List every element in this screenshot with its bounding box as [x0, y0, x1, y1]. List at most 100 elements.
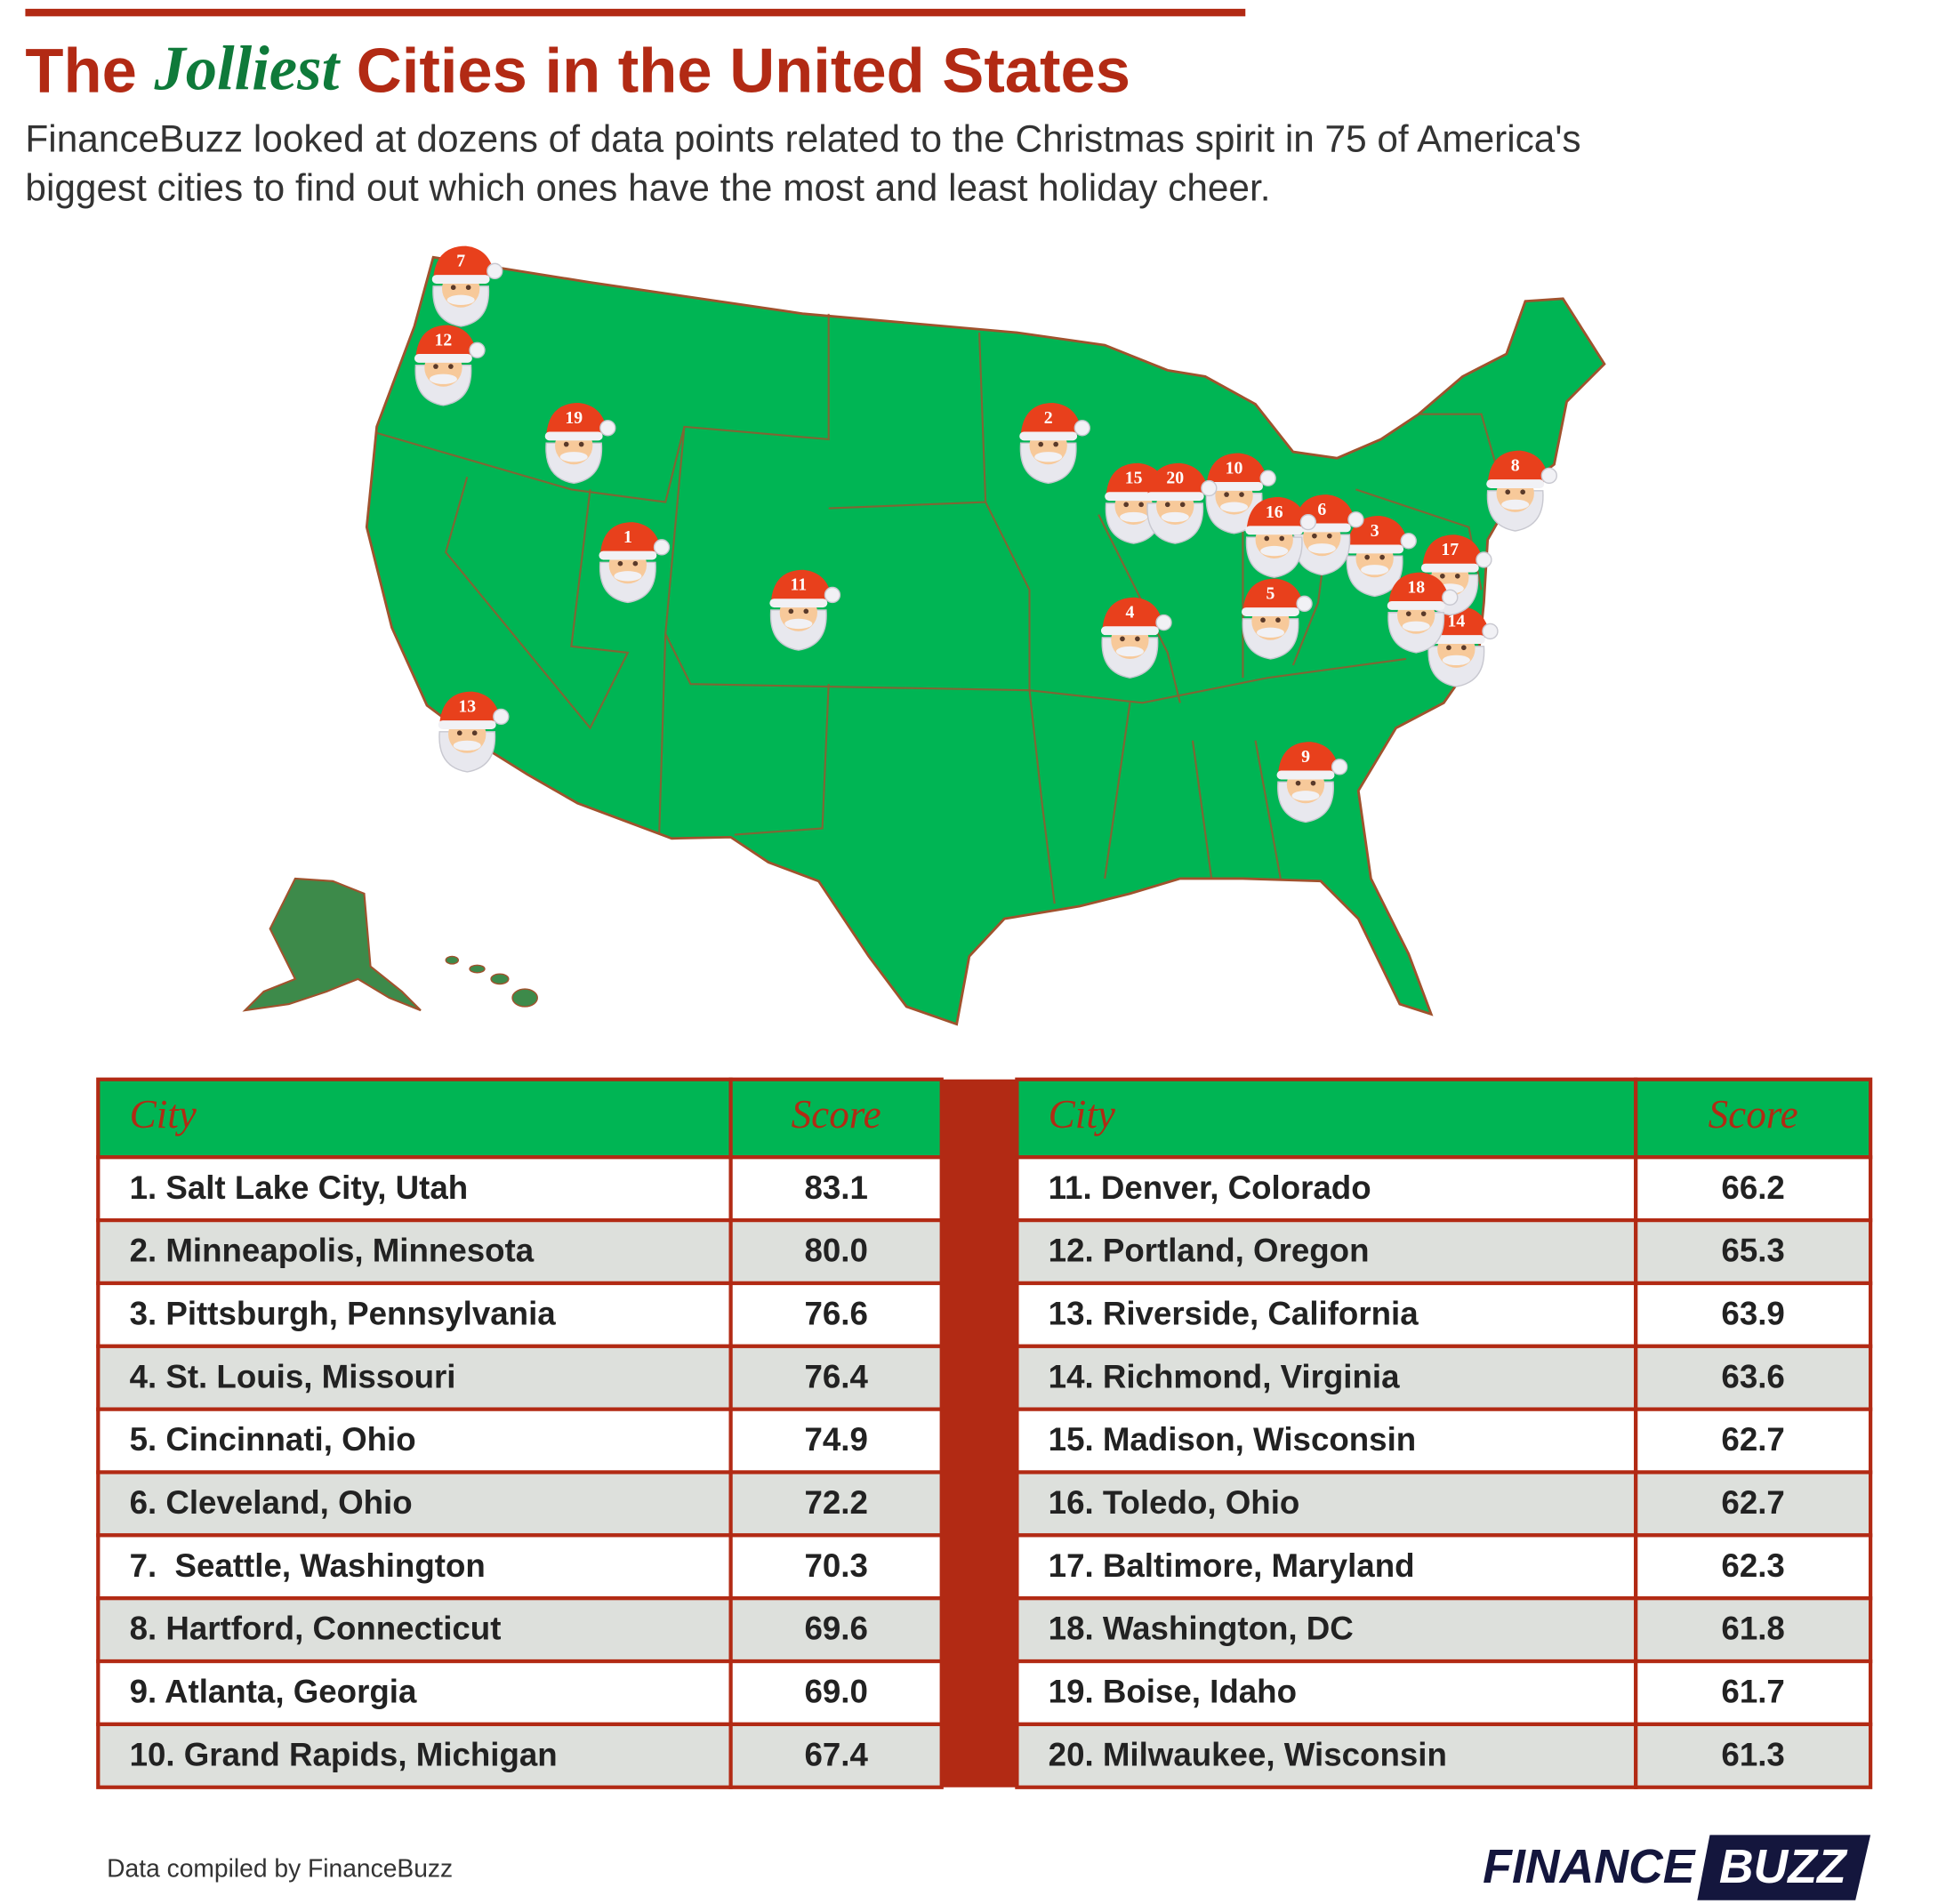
score: 80.0: [804, 1233, 867, 1269]
column-header: City: [130, 1092, 197, 1137]
santa-eye: [1364, 554, 1370, 560]
city-name: 2. Minneapolis, Minnesota: [130, 1233, 535, 1269]
santa-marker: 7: [431, 245, 503, 327]
city-name: 7. Seattle, Washington: [130, 1547, 486, 1584]
column-header: Score: [1709, 1092, 1798, 1137]
column-header: Score: [792, 1092, 881, 1137]
santa-pompom: [599, 420, 616, 437]
title-part: Cities in the United States: [339, 35, 1130, 105]
santa-mustache: [1120, 511, 1148, 523]
santa-pompom: [824, 586, 841, 604]
santa-mustache: [1402, 621, 1430, 631]
table-cell: [728, 1155, 944, 1223]
santa-marker: 9: [1276, 742, 1348, 823]
santa-mustache: [1307, 543, 1336, 554]
santa-marker: 11: [769, 569, 841, 651]
santa-marker: 13: [438, 691, 510, 773]
top-rule: [25, 8, 1246, 17]
santa-hat-brim: [1242, 607, 1299, 616]
santa-eye: [1123, 502, 1130, 508]
score: 70.3: [804, 1547, 867, 1584]
santa-pompom: [653, 539, 671, 556]
santa-mustache: [559, 452, 588, 462]
subtitle: biggest cities to find out which ones ha…: [25, 167, 1270, 209]
santa-eye: [1520, 489, 1525, 495]
santa-eye: [448, 364, 454, 369]
santa-eye: [803, 608, 809, 615]
score: 62.3: [1721, 1547, 1784, 1584]
santa-pompom: [1155, 614, 1172, 631]
header-cell: [96, 1077, 733, 1160]
santa-hat-brim: [1387, 601, 1445, 610]
score: 62.7: [1721, 1421, 1784, 1458]
santa-hat: [770, 569, 832, 603]
santa-eye: [1454, 573, 1460, 579]
santa-mustache: [1361, 565, 1389, 575]
santa-mustache: [1291, 791, 1320, 801]
score: 62.7: [1721, 1484, 1784, 1521]
table-cell: [1634, 1596, 1873, 1664]
santa-marker: 5: [1242, 578, 1313, 660]
marker-label: 18: [1407, 577, 1425, 597]
santa-mustache: [1161, 511, 1189, 523]
santa-hat: [1487, 450, 1548, 484]
santa-mustache: [1260, 545, 1289, 557]
santa-hat: [1242, 578, 1304, 612]
santa-marker: 4: [1100, 597, 1172, 679]
table-cell: [96, 1281, 733, 1348]
santa-hat: [415, 325, 477, 358]
santa-pompom: [1331, 759, 1348, 775]
santa-mustache: [784, 618, 813, 630]
logo-text: FINANCE: [1483, 1840, 1697, 1893]
table-cell: [1015, 1217, 1638, 1286]
santa-hat-brim: [1486, 479, 1545, 489]
santa-eye: [1275, 617, 1281, 623]
logo-box: [1697, 1835, 1871, 1900]
marker-label: 6: [1317, 500, 1326, 519]
santa-pompom: [1540, 467, 1557, 485]
santa-pompom: [469, 341, 486, 358]
marker-label: 3: [1371, 521, 1379, 541]
column-header: City: [1049, 1092, 1116, 1137]
score: 76.6: [804, 1295, 867, 1331]
santa-mustache: [453, 740, 481, 751]
santa-pompom: [1201, 479, 1218, 497]
score: 63.6: [1721, 1358, 1784, 1394]
santa-mustache: [1256, 627, 1285, 638]
table: City Score 1. Salt Lake City, Utah 83.1 2. M…: [96, 1077, 1873, 1789]
city-name: 4. St. Louis, Missouri: [130, 1358, 456, 1394]
marker-label: 14: [1447, 612, 1465, 631]
santa-mustache: [429, 374, 457, 384]
santa-eye: [1260, 617, 1266, 623]
city-name: 3. Pittsburgh, Pennsylvania: [130, 1295, 557, 1331]
table-cell: [96, 1533, 733, 1601]
hawaii: [445, 955, 538, 1008]
santa-hat-brim: [599, 550, 657, 560]
santa-eye: [1379, 554, 1385, 560]
city-name: 6. Cleveland, Ohio: [130, 1484, 413, 1521]
santa-marker: 8: [1486, 450, 1557, 532]
santa-eye: [456, 730, 462, 736]
santa-eye: [632, 560, 639, 566]
marker-label: 2: [1044, 408, 1053, 428]
santa-marker: 16: [1245, 496, 1317, 578]
us-mainland: [365, 255, 1606, 1026]
marker-label: 10: [1226, 458, 1243, 478]
santa-pompom: [1442, 589, 1459, 606]
santa-eye: [1120, 636, 1125, 642]
table-cell: [1634, 1344, 1873, 1411]
score: 61.3: [1721, 1736, 1784, 1772]
marker-label: 1: [623, 527, 632, 547]
source: Data compiled by FinanceBuzz: [107, 1853, 453, 1882]
santa-hat: [1147, 462, 1208, 496]
santa-eye: [1405, 611, 1411, 616]
santa-mustache: [1442, 655, 1470, 666]
score: 72.2: [804, 1484, 867, 1521]
santa-mustache: [614, 571, 642, 582]
santa-eye: [471, 730, 478, 736]
marker-label: 9: [1301, 747, 1310, 767]
santa-eye: [1038, 441, 1044, 447]
